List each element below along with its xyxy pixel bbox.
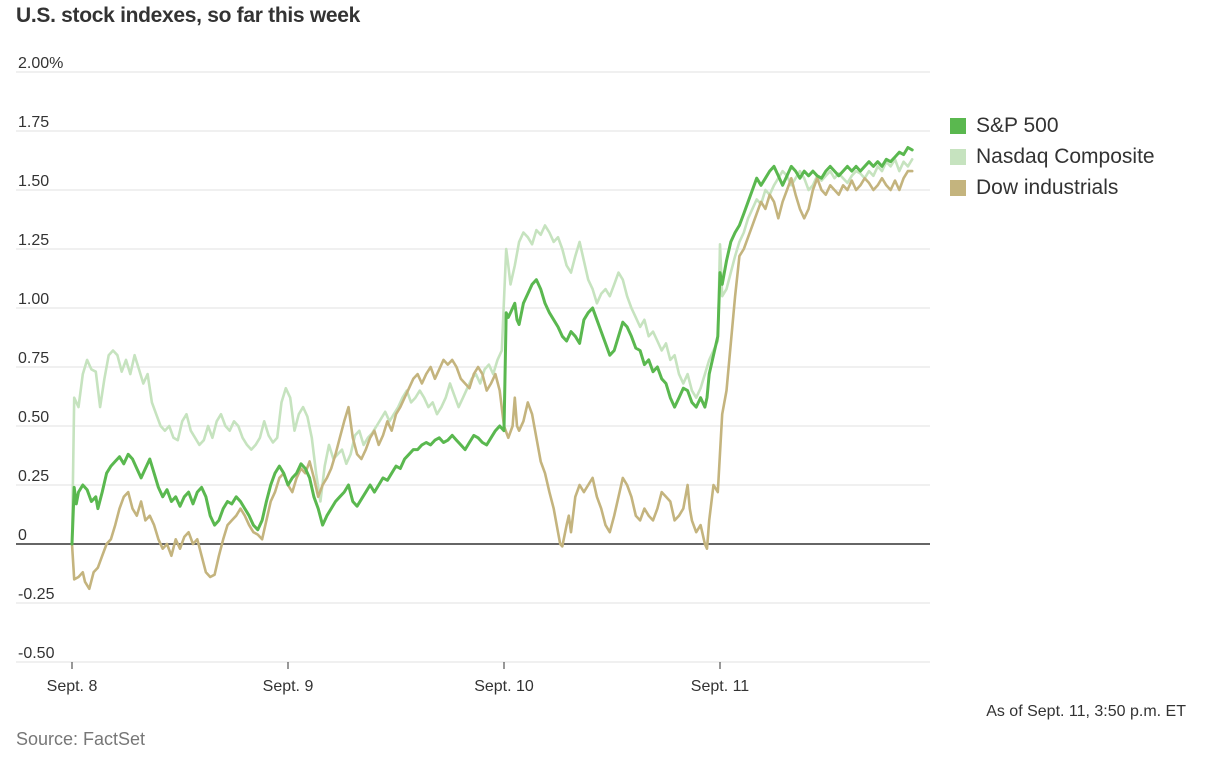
series-line-dow-industrials	[70, 169, 914, 591]
y-tick-label: 1.25	[18, 232, 49, 249]
y-tick-label: 0	[18, 527, 27, 544]
legend-label: Nasdaq Composite	[976, 144, 1155, 168]
x-tick-label: Sept. 9	[263, 678, 314, 695]
y-tick-label: 2.00%	[18, 55, 63, 72]
x-tick-label: Sept. 8	[47, 678, 98, 695]
legend: S&P 500 Nasdaq Composite Dow industrials	[950, 110, 1155, 203]
legend-label: Dow industrials	[976, 175, 1119, 199]
legend-label: S&P 500	[976, 113, 1059, 137]
x-tick-label: Sept. 10	[474, 678, 534, 695]
legend-item: Dow industrials	[950, 172, 1155, 203]
axis-layer: 2.00% 1.75 1.50 1.25 1.00 0.75 0.50 0.25 0 -0.25 -…	[18, 55, 749, 695]
y-tick-label: 1.00	[18, 291, 49, 308]
legend-item: Nasdaq Composite	[950, 141, 1155, 172]
y-tick-label: 1.75	[18, 114, 49, 131]
series-layer	[70, 146, 914, 591]
y-tick-label: -0.25	[18, 586, 55, 603]
source-note: Source: FactSet	[16, 729, 146, 749]
legend-swatch	[950, 117, 966, 134]
series-line-s-p-500	[70, 146, 914, 546]
y-tick-label: 1.50	[18, 173, 49, 190]
legend-swatch	[950, 179, 966, 196]
chart-title: U.S. stock indexes, so far this week	[16, 4, 361, 27]
x-tick-label: Sept. 11	[691, 678, 750, 695]
y-tick-label: 0.75	[18, 350, 49, 367]
y-tick-label: 0.50	[18, 409, 49, 426]
legend-swatch	[950, 148, 966, 165]
legend-item: S&P 500	[950, 110, 1155, 141]
series-line-nasdaq-composite	[70, 158, 914, 546]
y-tick-label: 0.25	[18, 468, 49, 485]
y-tick-label: -0.50	[18, 645, 55, 662]
grid-layer	[16, 71, 930, 663]
as-of-note: As of Sept. 11, 3:50 p.m. ET	[986, 703, 1186, 720]
